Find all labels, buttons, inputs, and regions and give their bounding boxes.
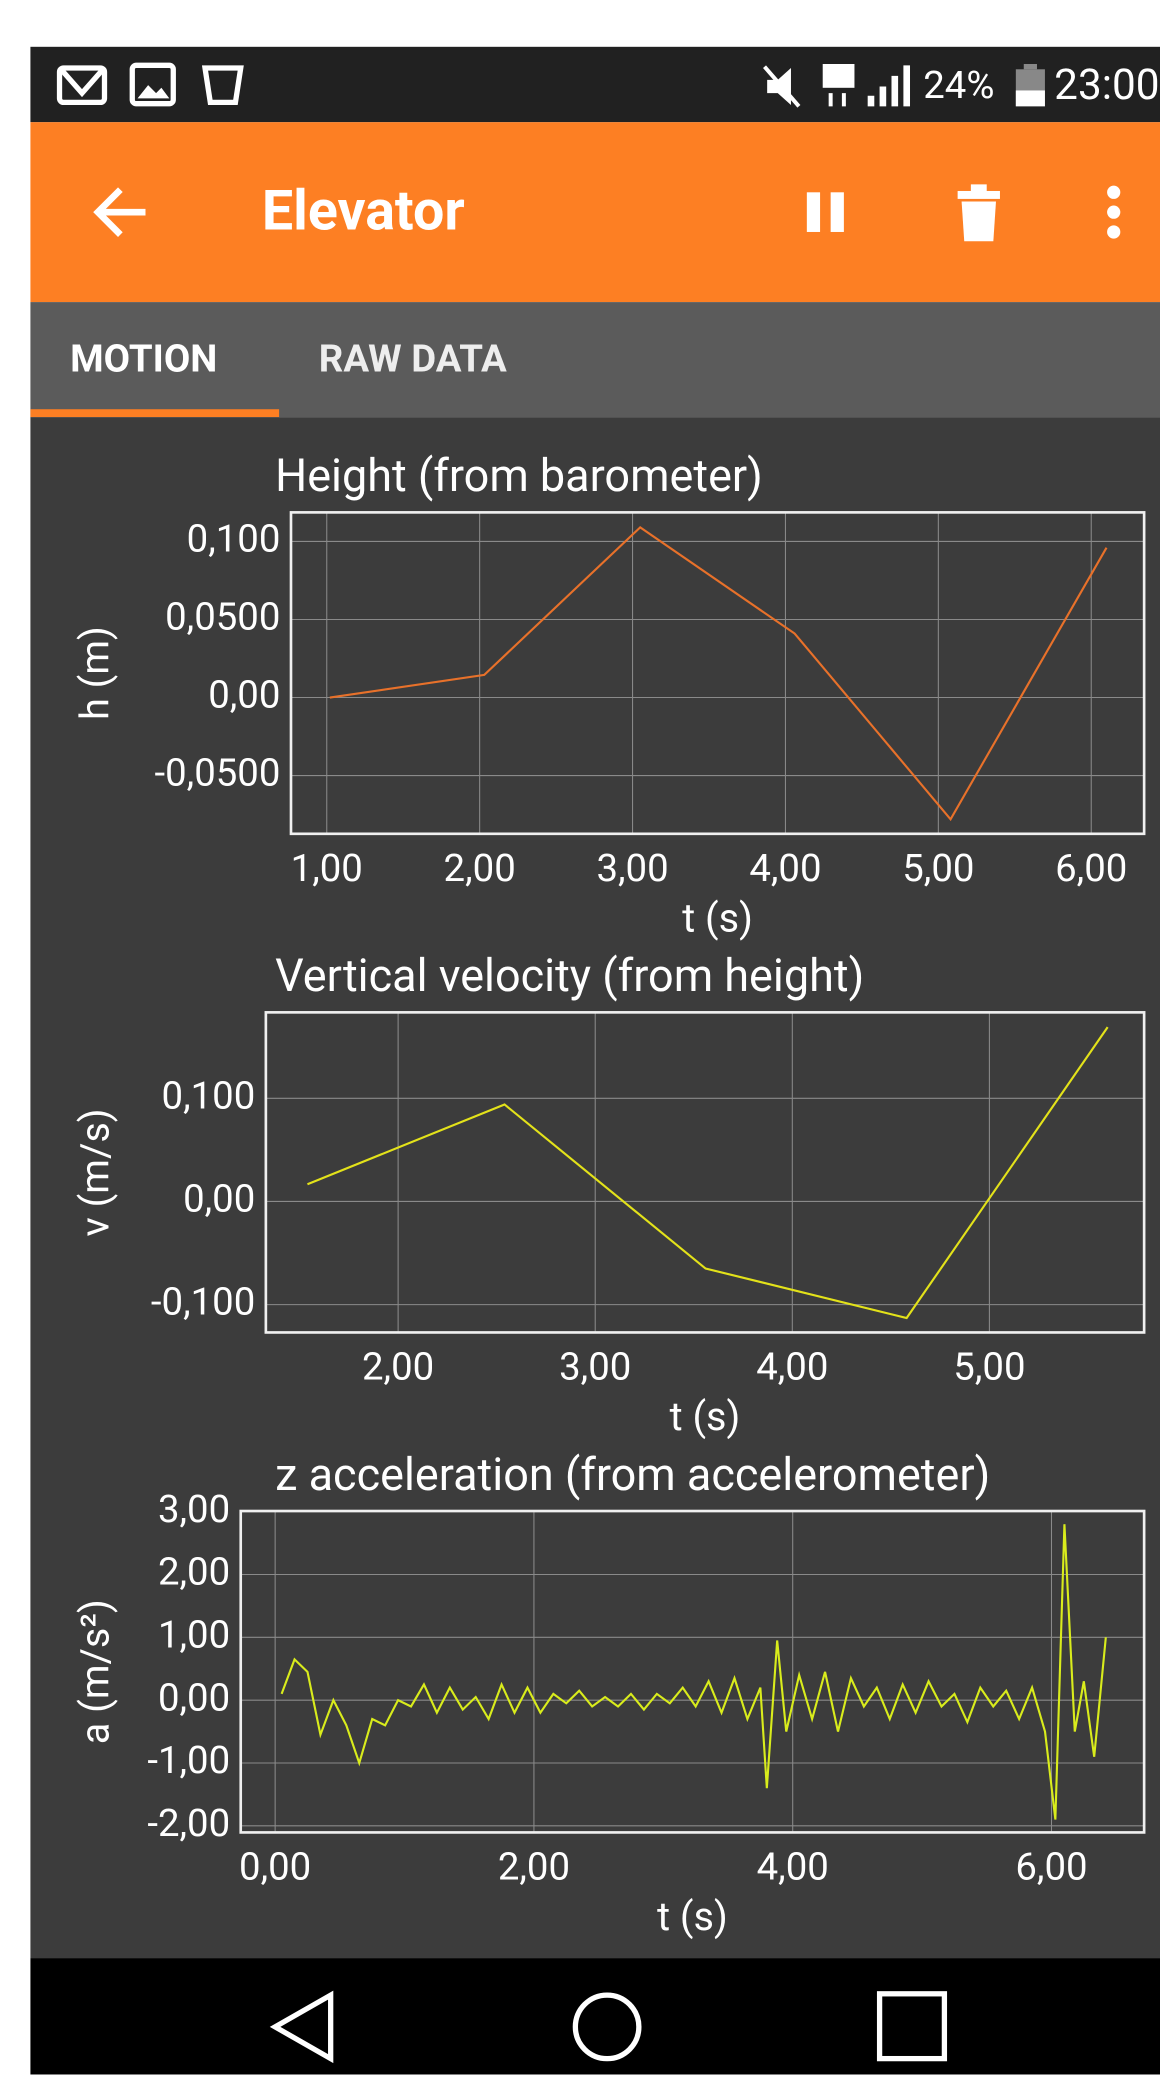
chart-title: Vertical velocity (from height) <box>275 949 864 1002</box>
y-tick-label: -2,00 <box>147 1801 230 1846</box>
tab[interactable]: RAW DATA <box>319 337 507 382</box>
y-tick-label: -0,100 <box>151 1280 255 1325</box>
x-tick-label: 2,00 <box>362 1345 434 1390</box>
x-tick-label: 0,00 <box>239 1845 311 1890</box>
data-line <box>307 1026 1109 1320</box>
system-icons <box>763 63 1045 108</box>
x-tick-label: 4,00 <box>756 1345 828 1390</box>
x-tick-label: 6,00 <box>1015 1845 1087 1890</box>
nav-home[interactable] <box>572 1992 642 2062</box>
x-axis-label: t (s) <box>657 1893 728 1940</box>
y-tick-label: 0,0500 <box>165 595 280 640</box>
menu-button[interactable] <box>1107 185 1121 239</box>
tab-bar <box>30 302 1160 418</box>
x-tick-label: 2,00 <box>444 846 516 891</box>
nav-back[interactable] <box>269 1990 334 2064</box>
x-tick-label: 3,00 <box>596 846 668 891</box>
chart: Height (from barometer) 1,00 2,00 3,00 4,00 5… <box>71 449 1146 942</box>
x-tick-label: 4,00 <box>757 1845 829 1890</box>
delete-button[interactable] <box>957 184 1000 242</box>
y-tick-label: -0,0500 <box>155 751 281 796</box>
y-tick-label: 0,100 <box>187 517 281 562</box>
y-tick-label: 3,00 <box>158 1487 230 1532</box>
x-tick-label: 5,00 <box>953 1345 1025 1390</box>
chart-title: z acceleration (from accelerometer) <box>275 1448 990 1501</box>
x-tick-label: 3,00 <box>559 1345 631 1390</box>
y-axis-label: a (m/s²) <box>71 1599 118 1744</box>
plot-frame <box>264 1011 1146 1334</box>
x-tick-label: 4,00 <box>749 846 821 891</box>
data-line <box>329 526 1108 822</box>
back-button[interactable] <box>93 187 146 237</box>
nav-recents[interactable] <box>876 1991 948 2062</box>
tab-indicator <box>30 409 280 418</box>
y-tick-label: 1,00 <box>158 1612 230 1657</box>
x-tick-label: 2,00 <box>498 1845 570 1890</box>
y-tick-label: 0,00 <box>208 673 280 718</box>
y-tick-label: 2,00 <box>158 1550 230 1595</box>
x-tick-label: 5,00 <box>902 846 974 891</box>
y-tick-label: 0,00 <box>183 1177 255 1222</box>
x-tick-label: 1,00 <box>291 846 363 891</box>
y-tick-label: -1,00 <box>147 1738 230 1783</box>
status-bar <box>30 46 1160 123</box>
toolbar-title: Elevator <box>262 177 465 243</box>
x-axis-label: t (s) <box>682 895 753 942</box>
x-tick-label: 6,00 <box>1055 846 1127 891</box>
charts: Height (from barometer) 1,00 2,00 3,00 4,00 5… <box>71 449 1146 1940</box>
plot-frame <box>289 511 1146 836</box>
pause-button[interactable] <box>806 192 844 232</box>
battery-percent: 24% <box>923 63 994 108</box>
y-axis-label: h (m) <box>71 626 118 720</box>
chart: z acceleration (from accelerometer) 0,00 2… <box>71 1448 1146 1940</box>
clock: 23:00 <box>1054 61 1159 110</box>
data-line <box>280 1524 1107 1820</box>
y-tick-label: 0,100 <box>162 1073 256 1118</box>
chart-title: Height (from barometer) <box>275 449 763 502</box>
plot-frame <box>239 1509 1146 1834</box>
chart: Vertical velocity (from height) 2,00 3,00 4… <box>71 949 1146 1440</box>
y-tick-label: 0,00 <box>158 1675 230 1720</box>
x-axis-label: t (s) <box>670 1393 741 1440</box>
y-axis-label: v (m/s) <box>71 1108 118 1236</box>
tab[interactable]: MOTION <box>70 337 217 382</box>
